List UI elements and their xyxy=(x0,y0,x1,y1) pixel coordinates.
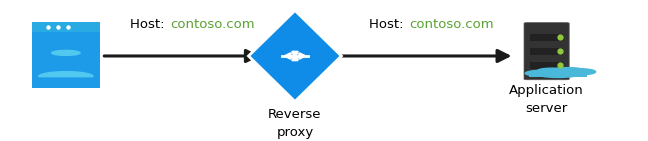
Circle shape xyxy=(52,50,80,55)
Circle shape xyxy=(538,68,566,73)
Circle shape xyxy=(552,68,583,73)
Polygon shape xyxy=(249,10,341,102)
FancyBboxPatch shape xyxy=(529,72,587,77)
Circle shape xyxy=(536,70,581,77)
Text: contoso.com: contoso.com xyxy=(170,18,255,31)
Text: Application
server: Application server xyxy=(509,84,584,115)
FancyBboxPatch shape xyxy=(530,48,563,55)
Polygon shape xyxy=(39,72,93,76)
Text: Host:: Host: xyxy=(130,18,169,31)
FancyBboxPatch shape xyxy=(524,23,569,80)
Circle shape xyxy=(526,70,559,76)
Circle shape xyxy=(559,69,596,75)
FancyBboxPatch shape xyxy=(530,62,563,69)
Text: contoso.com: contoso.com xyxy=(409,18,494,31)
FancyBboxPatch shape xyxy=(32,22,100,88)
FancyBboxPatch shape xyxy=(32,22,100,32)
Text: Reverse
proxy: Reverse proxy xyxy=(268,108,321,139)
FancyBboxPatch shape xyxy=(530,34,563,41)
Text: Host:: Host: xyxy=(369,18,408,31)
